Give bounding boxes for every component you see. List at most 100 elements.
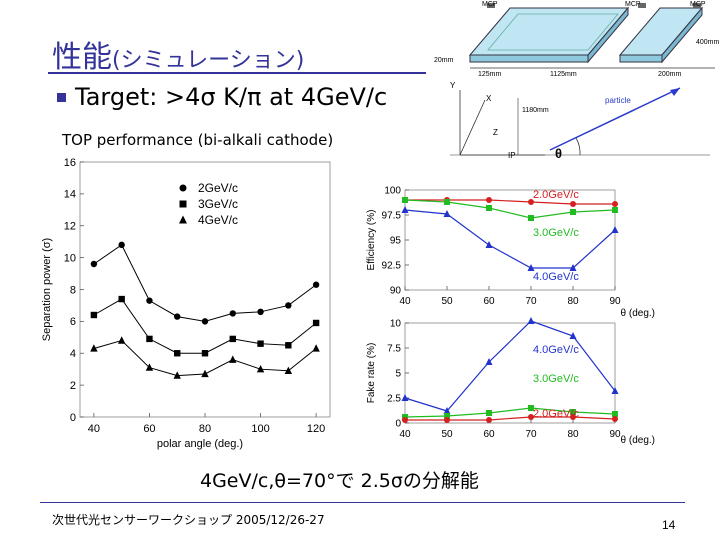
dimension-label: 1180mm — [522, 107, 549, 114]
series-line — [404, 209, 616, 269]
data-point — [201, 369, 209, 378]
y-tick-label: 97.5 — [382, 211, 402, 222]
data-point — [201, 350, 209, 357]
x-tick-label: 40 — [399, 429, 411, 440]
y-tick-label: 10 — [64, 252, 76, 264]
data-point — [402, 417, 408, 423]
x-tick-label: 90 — [609, 296, 621, 307]
dimension-label: 1125mm — [550, 71, 577, 78]
efficiency-chart: 40 50 60 70 80 90 90 92.5 95 97.5 100 θ (deg.) Effic… — [366, 186, 655, 320]
plot-frame — [404, 189, 616, 291]
data-point — [229, 355, 237, 363]
data-point — [528, 405, 534, 411]
y-tick-label: 16 — [64, 157, 76, 169]
y-tick-label: 90 — [390, 286, 402, 297]
fake-rate-chart: 40 50 60 70 80 90 0 2.5 5 7.5 10 θ (deg.) Fake rate … — [366, 317, 655, 446]
data-point — [401, 206, 409, 213]
y-tick-label: 0 — [70, 412, 76, 424]
data-point — [528, 215, 534, 221]
y-tick-label: 92.5 — [382, 261, 402, 272]
legend-label: 3GeV/c — [198, 197, 238, 211]
series-label: 4.0GeV/c — [533, 344, 579, 356]
y-axis-label: Efficiency (%) — [366, 210, 377, 271]
mcp-block — [693, 3, 701, 8]
series-label: 3.0GeV/c — [533, 373, 579, 385]
dimension-label: 20mm — [434, 57, 454, 64]
series-line — [404, 320, 616, 412]
data-point — [486, 197, 492, 203]
bullet-square-icon — [57, 93, 66, 102]
detector-diagram: MCP MCP MCP 400mm 20mm 125mm 1125mm 200m… — [434, 1, 720, 161]
x-tick-label: 60 — [143, 423, 155, 435]
footer-rule — [40, 502, 685, 503]
y-tick-label: 100 — [384, 186, 401, 197]
data-point — [486, 417, 492, 423]
data-point — [285, 342, 292, 349]
axis-label: Z — [493, 128, 498, 137]
theta-arc — [575, 137, 581, 156]
y-tick-label: 4 — [70, 348, 76, 360]
data-point — [444, 199, 450, 205]
mcp-label: MCP — [625, 1, 641, 8]
data-point — [312, 319, 320, 327]
legend-label: 4GeV/c — [198, 213, 238, 227]
mcp-block — [487, 3, 495, 8]
bullet-text: Target: >4σ K/π at 4GeV/c — [75, 83, 388, 111]
data-point — [570, 201, 576, 207]
title-underline — [48, 72, 426, 74]
data-point — [256, 364, 265, 373]
data-point — [90, 344, 98, 352]
data-point — [444, 417, 450, 423]
x-tick-label: 60 — [483, 429, 495, 440]
data-point — [146, 297, 153, 304]
quartz-bar-2 — [618, 6, 704, 64]
y-axis-label: Separation power (σ) — [41, 238, 53, 341]
data-point — [486, 205, 492, 211]
data-point — [257, 308, 264, 316]
title-main: 性能 — [52, 40, 112, 75]
data-point — [146, 335, 153, 343]
data-point — [401, 394, 409, 401]
x-tick-label: 100 — [251, 423, 269, 435]
y-tick-label: 0 — [395, 419, 401, 430]
separation-power-chart: 40 60 80 100 120 0 2 4 6 8 10 12 14 16 polar angle (de… — [41, 157, 331, 450]
data-point — [611, 387, 619, 394]
x-tick-label: 90 — [609, 429, 621, 440]
series-line — [93, 244, 317, 322]
data-point — [285, 302, 292, 309]
data-point — [527, 264, 535, 271]
data-point — [284, 366, 293, 374]
summary-text: 4GeV/c,θ=70°で 2.5σの分解能 — [200, 470, 479, 492]
data-point — [257, 340, 264, 347]
particle-label: particle — [605, 96, 631, 105]
x-axis-label: polar angle (deg.) — [157, 438, 243, 450]
series-line — [405, 199, 615, 205]
data-point — [444, 413, 450, 419]
x-tick-label: 70 — [525, 296, 537, 307]
dimension-label: 200mm — [658, 71, 682, 78]
data-point — [485, 241, 493, 248]
legend-marker — [179, 215, 187, 224]
data-point — [229, 310, 236, 317]
x-tick-label: 40 — [399, 296, 411, 307]
axis-label: X — [486, 94, 492, 103]
data-point — [485, 358, 493, 365]
data-point — [570, 409, 576, 415]
y-tick-label: 14 — [64, 189, 76, 201]
x-tick-label: 40 — [88, 423, 100, 435]
data-point — [201, 318, 209, 325]
x-axis-label: θ (deg.) — [621, 308, 655, 319]
x-tick-label: 60 — [483, 296, 495, 307]
y-tick-label: 5 — [395, 369, 401, 380]
data-point — [528, 199, 534, 205]
data-point — [90, 311, 98, 319]
legend-label: 2GeV/c — [198, 181, 238, 195]
series-label: 4.0GeV/c — [533, 271, 579, 283]
data-point — [118, 295, 125, 303]
data-point — [527, 317, 535, 324]
data-point — [611, 226, 619, 233]
data-point — [443, 210, 451, 217]
series-line — [405, 416, 616, 421]
x-tick-label: 70 — [525, 429, 537, 440]
data-point — [569, 332, 577, 339]
